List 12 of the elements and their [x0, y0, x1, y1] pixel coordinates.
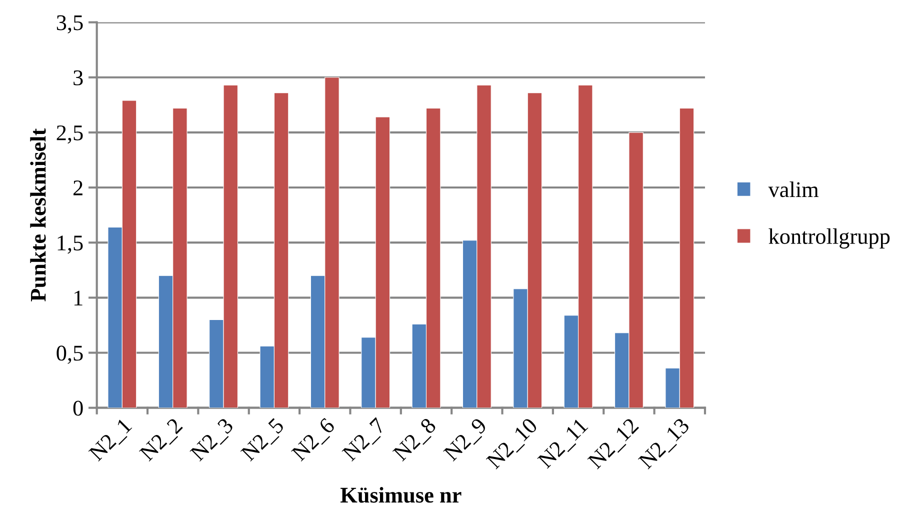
y-tick-label: 2,5	[56, 125, 83, 144]
legend-label: kontrollgrupp	[768, 228, 890, 249]
y-tick-label: 1	[74, 290, 82, 306]
y-tick-label: 3,5	[56, 15, 83, 34]
y-tick-label: 0	[73, 400, 83, 416]
y-tick-label: 2	[74, 180, 82, 196]
y-tick-label: 3	[74, 70, 83, 86]
y-axis-title: Punkte keskmiselt	[30, 128, 46, 302]
y-tick-label: 0,5	[56, 346, 83, 364]
legend-label: valim	[768, 182, 819, 198]
y-tick-label: 1,5	[58, 236, 83, 254]
x-axis-title: Küsimuse nr	[340, 487, 462, 503]
